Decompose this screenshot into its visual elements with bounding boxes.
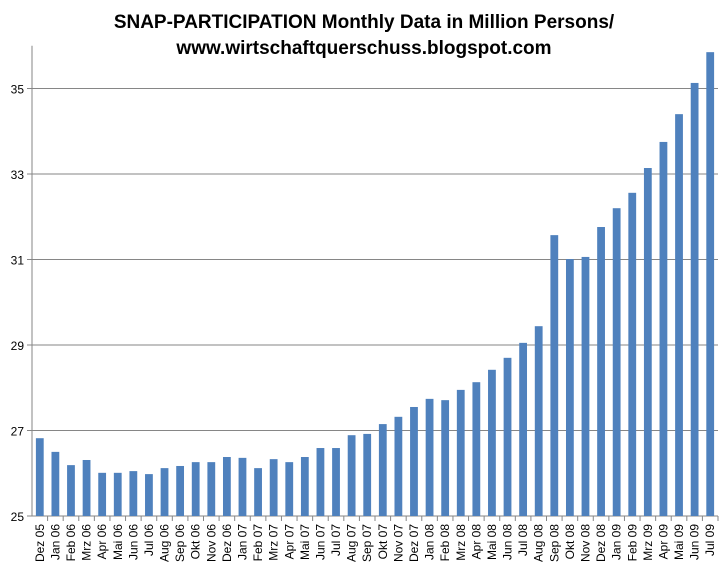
bar — [285, 462, 294, 516]
bar — [254, 468, 262, 516]
y-tick-label: 35 — [11, 83, 25, 97]
x-tick-label: Mai 06 — [111, 524, 125, 560]
y-tick-label: 29 — [11, 339, 25, 353]
x-tick-label: Jun 06 — [126, 524, 140, 560]
x-tick-label: Jul 08 — [516, 524, 530, 556]
bar — [129, 471, 138, 516]
bar — [675, 114, 683, 517]
x-tick-label: Jan 09 — [610, 524, 624, 560]
bar — [503, 357, 512, 516]
chart-title-line-1: SNAP-PARTICIPATION Monthly Data in Milli… — [113, 12, 615, 33]
x-tick-label: Aug 07 — [345, 524, 359, 562]
x-tick-label: Aug 08 — [532, 524, 546, 562]
bar — [207, 462, 216, 516]
x-tick-label: Feb 09 — [625, 524, 639, 562]
x-tick-label: Dez 07 — [407, 524, 421, 562]
y-tick-label: 31 — [11, 254, 25, 268]
bar — [160, 468, 169, 516]
bar — [363, 433, 372, 516]
x-tick-label: Mrz 08 — [454, 524, 468, 561]
bar — [51, 451, 60, 516]
x-tick-label: Sep 08 — [547, 524, 561, 562]
x-tick-label: Jul 09 — [703, 524, 717, 556]
x-tick-label: Sep 07 — [360, 524, 374, 562]
x-tick-label: Feb 06 — [64, 524, 78, 562]
x-tick-label: Mai 09 — [672, 524, 686, 560]
x-tick-label: Jun 09 — [688, 524, 702, 560]
bar — [659, 141, 668, 516]
bar — [425, 398, 434, 516]
x-tick-label: Jul 06 — [142, 524, 156, 556]
x-tick-label: Sep 06 — [173, 524, 187, 562]
bar — [394, 416, 403, 516]
bar — [145, 474, 153, 516]
x-tick-label: Jan 07 — [235, 524, 249, 560]
bar — [347, 435, 356, 516]
bar — [176, 465, 185, 516]
x-tick-label: Jan 06 — [48, 524, 62, 560]
x-tick-label: Okt 07 — [376, 524, 390, 560]
bar — [643, 168, 652, 516]
bar — [550, 235, 559, 516]
bar — [238, 457, 247, 516]
x-tick-label: Feb 07 — [251, 524, 265, 562]
y-tick-label: 33 — [11, 168, 25, 182]
x-tick-label: Mrz 06 — [80, 524, 94, 561]
x-tick-label: Okt 06 — [189, 524, 203, 560]
bar — [612, 208, 621, 516]
x-tick-label: Mrz 09 — [641, 524, 655, 561]
bar — [410, 406, 418, 516]
bar — [98, 472, 107, 516]
bar — [269, 459, 278, 516]
x-tick-label: Mai 08 — [485, 524, 499, 560]
x-tick-label: Apr 08 — [469, 524, 483, 560]
bar — [332, 448, 340, 516]
bar — [519, 342, 528, 516]
bar — [113, 472, 122, 516]
x-tick-label: Nov 06 — [204, 524, 218, 562]
x-tick-label: Dez 08 — [594, 524, 608, 562]
bar — [67, 465, 75, 516]
x-tick-label: Mai 07 — [298, 524, 312, 560]
x-tick-label: Jun 08 — [501, 524, 515, 560]
bar — [441, 400, 450, 516]
x-tick-label: Nov 07 — [391, 524, 405, 562]
bar — [300, 457, 309, 516]
x-tick-label: Apr 06 — [95, 524, 109, 560]
bar — [222, 457, 231, 516]
x-tick-label: Dez 05 — [33, 524, 47, 562]
chart-title-line-2: www.wirtschaftquerschuss.blogspot.com — [176, 38, 552, 59]
x-tick-label: Jun 07 — [313, 524, 327, 560]
bar — [82, 459, 91, 516]
bar — [690, 82, 699, 516]
bar — [565, 259, 574, 516]
x-tick-label: Jul 07 — [329, 524, 343, 556]
bar — [316, 448, 325, 516]
x-tick-label: Apr 09 — [656, 524, 670, 560]
x-tick-label: Jan 08 — [423, 524, 437, 560]
bar — [628, 192, 637, 516]
y-tick-label: 25 — [11, 510, 25, 524]
bar — [35, 438, 44, 516]
bar — [191, 462, 200, 516]
bar — [706, 52, 715, 516]
x-tick-label: Nov 08 — [578, 524, 592, 562]
bar — [581, 256, 590, 516]
bar — [472, 382, 481, 516]
bar — [378, 424, 387, 516]
x-tick-label: Apr 07 — [282, 524, 296, 560]
x-tick-label: Mrz 07 — [267, 524, 281, 561]
x-tick-label: Dez 06 — [220, 524, 234, 562]
bar — [456, 389, 465, 516]
bar — [597, 227, 605, 516]
bar — [488, 369, 496, 516]
x-tick-label: Aug 06 — [158, 524, 172, 562]
bar — [534, 326, 543, 516]
y-tick-label: 27 — [11, 425, 25, 439]
x-tick-label: Okt 08 — [563, 524, 577, 560]
x-tick-label: Feb 08 — [438, 524, 452, 562]
